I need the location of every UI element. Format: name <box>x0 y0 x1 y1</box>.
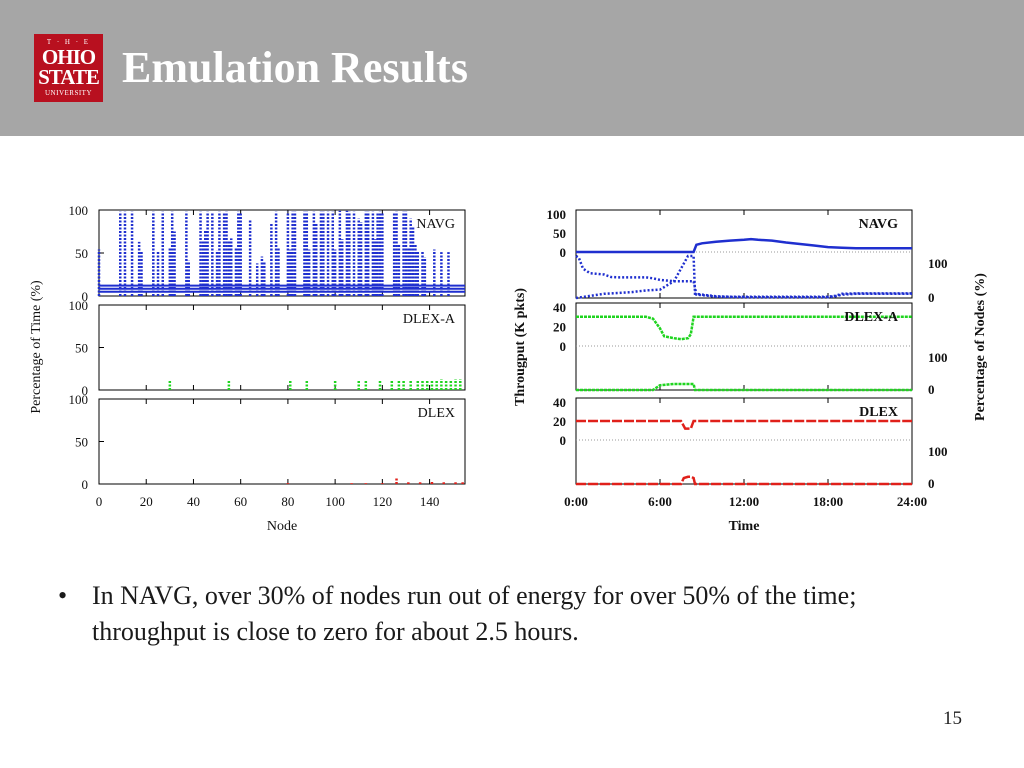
panel-label: DLEX-A <box>844 310 899 325</box>
bullet-marker: • <box>58 581 68 610</box>
x-tick-label: 120 <box>373 494 393 509</box>
nodes-tick-label: 0 <box>928 382 935 397</box>
y-axis-label: Percentage of Time (%) <box>29 280 44 414</box>
throughput-line <box>576 419 912 430</box>
x-tick-label: 18:00 <box>813 494 843 509</box>
throughput-tick-label: 0 <box>560 245 567 260</box>
slide-header: T · H · E OHIO STATE UNIVERSITY Emulatio… <box>0 0 1024 136</box>
y-tick-label: 0 <box>82 289 89 304</box>
logo-line-the: T · H · E <box>46 38 91 46</box>
x-tick-label: 0:00 <box>564 494 588 509</box>
throughput-tick-label: 20 <box>553 320 566 335</box>
nodes-tick-label: 100 <box>928 350 948 365</box>
logo-line-university: UNIVERSITY <box>45 89 92 97</box>
nodes-tick-label: 0 <box>928 290 935 305</box>
x-axis-label: Time <box>729 519 760 534</box>
emulation-charts: 0 50 100 NAVG 0 50 100 DLEX-A 0 50 100 DLEX 0 20 40 60 8… <box>29 203 988 534</box>
throughput-line <box>576 315 912 341</box>
x-axis-label: Node <box>267 519 297 534</box>
nodes-line <box>576 382 912 392</box>
throughput-line <box>576 237 912 254</box>
panel-label: NAVG <box>859 217 899 232</box>
throughput-tick-label: 40 <box>553 395 566 410</box>
logo-line-ohio: OHIO <box>41 45 96 69</box>
panel-label: DLEX <box>418 406 455 421</box>
y-tick-label: 100 <box>69 203 89 218</box>
panel-label: NAVG <box>416 217 455 232</box>
ohio-state-logo: T · H · E OHIO STATE UNIVERSITY <box>34 34 103 102</box>
y-tick-label: 50 <box>75 341 88 356</box>
nodes-line <box>576 475 912 486</box>
x-tick-label: 12:00 <box>729 494 759 509</box>
nodes-tick-label: 0 <box>928 476 935 491</box>
x-tick-label: 100 <box>325 494 345 509</box>
y-axis-label: Througput (K pkts) <box>513 288 528 406</box>
throughput-tick-label: 0 <box>560 339 567 354</box>
left-panel-frame <box>98 398 466 485</box>
panel-label: DLEX-A <box>403 312 456 327</box>
x-tick-label: 24:00 <box>897 494 927 509</box>
throughput-tick-label: 100 <box>547 207 567 222</box>
throughput-tick-label: 20 <box>553 414 566 429</box>
bullet-text: In NAVG, over 30% of nodes run out of en… <box>92 581 857 646</box>
y-tick-label: 0 <box>82 477 89 492</box>
y-tick-label: 0 <box>82 383 89 398</box>
throughput-tick-label: 0 <box>560 433 567 448</box>
y-tick-label: 50 <box>75 435 88 450</box>
x-tick-label: 20 <box>140 494 153 509</box>
y-tick-label: 50 <box>75 246 88 261</box>
x-tick-label: 40 <box>187 494 200 509</box>
logo-line-state: STATE <box>38 65 100 89</box>
page-number: 15 <box>943 708 962 729</box>
x-tick-label: 60 <box>234 494 247 509</box>
x-tick-label: 0 <box>96 494 103 509</box>
x-tick-label: 6:00 <box>648 494 672 509</box>
nodes-line <box>575 254 912 299</box>
x-tick-label: 140 <box>420 494 440 509</box>
slide-title: Emulation Results <box>122 43 468 92</box>
throughput-tick-label: 50 <box>553 226 566 241</box>
nodes-line-secondary <box>575 254 912 300</box>
throughput-tick-label: 40 <box>553 300 566 315</box>
x-tick-label: 80 <box>281 494 294 509</box>
y-tick-label: 100 <box>69 298 89 313</box>
y-axis-label-right: Percentage of Nodes (%) <box>973 273 988 421</box>
y-tick-label: 100 <box>69 392 89 407</box>
nodes-tick-label: 100 <box>928 256 948 271</box>
nodes-tick-label: 100 <box>928 444 948 459</box>
panel-label: DLEX <box>859 405 898 420</box>
